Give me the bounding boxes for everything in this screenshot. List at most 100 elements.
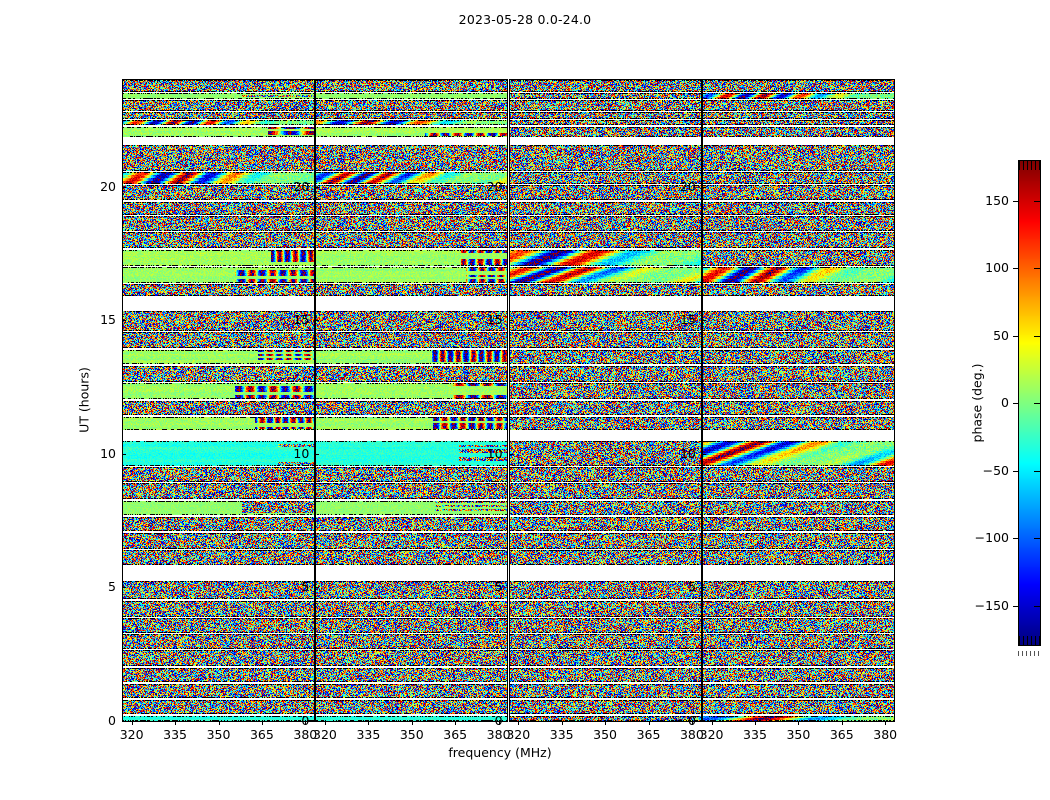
colorbar-tick-mark xyxy=(1013,470,1018,472)
y-tick-mark xyxy=(315,587,320,589)
colorbar-tick-mark-inner xyxy=(1034,403,1040,404)
colorbar-tick-mark xyxy=(1013,335,1018,337)
x-tick-label: 380 xyxy=(679,727,704,742)
y-tick-label: 5 xyxy=(301,579,310,595)
x-tick-label: 350 xyxy=(399,727,424,742)
y-tick-mark xyxy=(701,186,706,188)
y-tick-mark xyxy=(508,186,513,188)
y-tick-mark xyxy=(701,320,706,322)
x-tick-mark xyxy=(261,721,263,725)
panel-yx[interactable]: YX, V7*V16=EA24*EA20 xyxy=(701,79,895,722)
colorbar-tick-mark xyxy=(1013,403,1018,404)
colorbar-gradient xyxy=(1019,161,1040,645)
colorbar-tick-label: −50 xyxy=(982,462,1009,478)
x-tick-label: 335 xyxy=(163,727,187,742)
y-tick-label: 15 xyxy=(100,312,116,328)
x-tick-mark xyxy=(691,721,693,725)
colorbar-tick-mark-inner xyxy=(1034,605,1040,607)
y-tick-mark xyxy=(315,453,320,455)
colorbar-tick-mark-inner xyxy=(1034,268,1040,269)
y-tick-label: 0 xyxy=(494,713,503,728)
y-tick-mark xyxy=(701,721,706,722)
x-tick-mark xyxy=(455,721,457,725)
y-axis-label: UT (hours) xyxy=(76,367,92,433)
colorbar-tick-mark-inner xyxy=(1034,335,1040,337)
colorbar-baseline-marker xyxy=(1018,651,1041,656)
y-tick-label: 0 xyxy=(687,713,696,728)
x-tick-mark xyxy=(175,721,177,725)
panel-xx[interactable]: XX, V7*V16=EA24*EA20 xyxy=(122,79,315,722)
colorbar-tick-mark-inner xyxy=(1034,470,1040,472)
x-tick-mark xyxy=(518,721,520,725)
y-tick-mark xyxy=(122,320,126,322)
colorbar-tick-label: −100 xyxy=(974,530,1009,545)
x-tick-label: 380 xyxy=(293,727,318,742)
colorbar-tick-label: −150 xyxy=(974,597,1009,613)
colorbar-tick-mark xyxy=(1013,200,1018,202)
y-tick-label: 10 xyxy=(100,445,116,461)
x-tick-label: 365 xyxy=(829,727,854,742)
x-tick-label: 320 xyxy=(119,727,144,742)
y-tick-mark xyxy=(508,587,513,589)
y-tick-mark xyxy=(122,587,126,589)
x-tick-mark xyxy=(131,721,133,725)
colorbar-tick-mark-inner xyxy=(1034,538,1040,539)
x-tick-label: 335 xyxy=(743,727,767,742)
y-tick-label: 10 xyxy=(679,445,696,461)
colorbar-tick-mark xyxy=(1013,538,1018,539)
x-tick-mark xyxy=(368,721,370,725)
y-tick-mark xyxy=(508,320,513,322)
colorbar-tick-mark-inner xyxy=(1034,200,1040,202)
y-tick-mark xyxy=(315,186,320,188)
x-tick-mark xyxy=(841,721,843,725)
x-tick-mark xyxy=(411,721,413,725)
panel-xy[interactable]: XY, V7*V16=EA24*EA20 xyxy=(508,79,702,722)
y-tick-label: 0 xyxy=(108,713,116,728)
phase-dynamic-spectrum-xy xyxy=(509,80,701,721)
x-tick-label: 320 xyxy=(699,727,724,742)
y-tick-label: 15 xyxy=(486,312,503,328)
phase-dynamic-spectrum-xx xyxy=(123,80,314,721)
y-tick-label: 5 xyxy=(687,579,696,595)
x-axis-label: frequency (MHz) xyxy=(448,745,552,760)
x-tick-mark xyxy=(711,721,713,725)
x-tick-label: 365 xyxy=(636,727,661,742)
y-tick-mark xyxy=(315,320,320,322)
colorbar-tick-label: 0 xyxy=(1001,395,1009,410)
x-tick-label: 335 xyxy=(356,727,381,742)
y-tick-label: 10 xyxy=(293,445,310,461)
x-tick-mark xyxy=(561,721,563,725)
y-tick-mark xyxy=(508,721,513,722)
y-tick-mark xyxy=(508,453,513,455)
x-tick-label: 320 xyxy=(313,727,337,742)
panel-yy[interactable]: YY, V7*V16=EA24*EA20 xyxy=(315,79,509,722)
x-tick-label: 380 xyxy=(873,727,898,742)
y-tick-mark xyxy=(122,721,126,722)
colorbar-over-extend-icon xyxy=(1019,161,1040,170)
colorbar-tick-mark xyxy=(1013,268,1018,269)
x-tick-label: 365 xyxy=(249,727,274,742)
x-tick-mark xyxy=(885,721,887,725)
colorbar-tick-mark xyxy=(1013,605,1018,607)
colorbar[interactable] xyxy=(1018,160,1041,646)
phase-dynamic-spectrum-yy xyxy=(316,80,508,721)
x-tick-label: 320 xyxy=(506,727,531,742)
colorbar-tick-label: 50 xyxy=(993,327,1009,343)
y-tick-label: 20 xyxy=(486,178,503,194)
x-tick-mark xyxy=(324,721,326,725)
y-tick-label: 20 xyxy=(679,178,696,194)
x-tick-mark xyxy=(218,721,220,725)
x-tick-mark xyxy=(605,721,607,725)
colorbar-tick-label: 100 xyxy=(985,260,1009,275)
y-tick-mark xyxy=(122,186,126,188)
x-tick-label: 335 xyxy=(549,727,574,742)
y-tick-label: 10 xyxy=(486,445,503,461)
x-tick-mark xyxy=(798,721,800,725)
colorbar-under-extend-icon xyxy=(1019,636,1040,645)
colorbar-tick-label: 150 xyxy=(985,192,1009,208)
y-tick-label: 15 xyxy=(293,312,310,328)
y-tick-mark xyxy=(701,453,706,455)
y-tick-label: 5 xyxy=(108,579,116,595)
x-tick-label: 350 xyxy=(786,727,811,742)
